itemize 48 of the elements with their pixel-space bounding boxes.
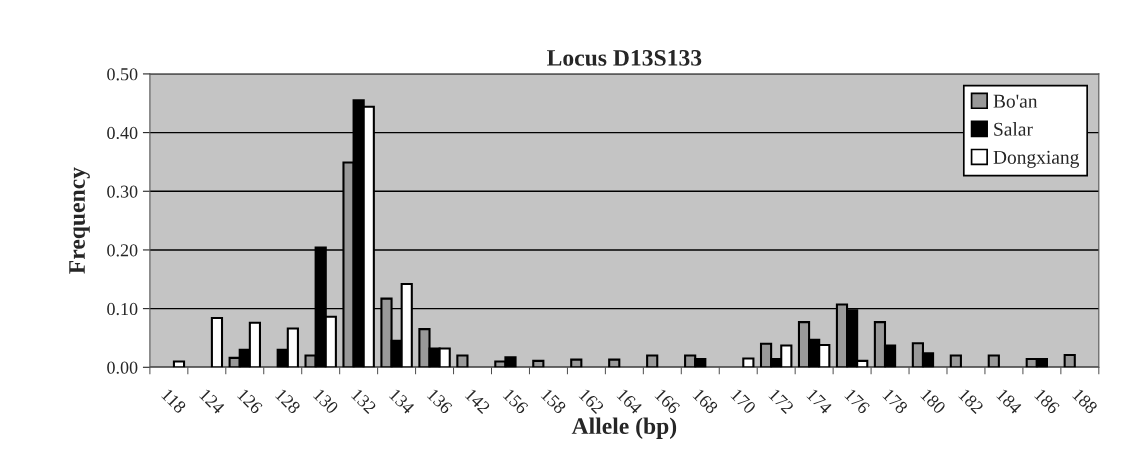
- y-tick-label: 0.50: [107, 68, 138, 81]
- y-axis-title: Frequency: [69, 167, 90, 274]
- bar: [646, 354, 659, 368]
- legend-label: Salar: [994, 122, 1033, 136]
- legend-label: Bo'an: [993, 94, 1038, 108]
- x-tick-label: 128: [274, 388, 302, 415]
- x-tick-label: 126: [236, 388, 264, 415]
- bar: [1063, 353, 1076, 368]
- x-tick-label: 142: [464, 388, 491, 415]
- x-tick-label: 188: [1071, 388, 1099, 415]
- bar: [532, 359, 545, 368]
- y-tick-label: 0.00: [107, 361, 138, 374]
- bar: [949, 354, 962, 368]
- x-tick-label: 166: [654, 388, 681, 415]
- x-tick-label: 130: [312, 388, 339, 415]
- x-tick-label: 124: [199, 388, 226, 415]
- bar: [608, 358, 621, 368]
- x-tick-label: 184: [996, 388, 1023, 415]
- x-tick-label: 158: [540, 388, 567, 415]
- bar: [210, 316, 224, 368]
- x-tick-label: 164: [616, 388, 643, 415]
- x-tick-label: 162: [578, 388, 605, 415]
- x-tick-label: 174: [806, 388, 833, 415]
- bar: [570, 358, 583, 368]
- x-tick-label: 180: [920, 388, 947, 415]
- bar: [172, 360, 186, 368]
- y-tick-label: 0.10: [107, 302, 138, 316]
- x-tick-label: 176: [844, 388, 871, 415]
- x-tick-label: 186: [1034, 388, 1061, 415]
- x-tick-label: 178: [882, 388, 909, 415]
- chart-title: Locus D13S133: [547, 49, 702, 66]
- x-tick-label: 172: [768, 388, 795, 415]
- x-tick-label: 182: [958, 388, 985, 415]
- x-tick-label: 118: [161, 388, 187, 414]
- legend-label: Dongxiang: [993, 150, 1080, 168]
- x-tick-label: 134: [388, 388, 416, 415]
- x-tick-label: 170: [730, 388, 757, 415]
- x-tick-label: 156: [502, 388, 529, 415]
- x-tick-label: 136: [426, 388, 453, 415]
- bar: [456, 354, 469, 368]
- bar: [742, 357, 755, 368]
- y-tick-label: 0.40: [107, 126, 138, 140]
- x-tick-label: 132: [350, 388, 377, 415]
- y-tick-label: 0.30: [107, 185, 138, 198]
- x-tick-label: 168: [692, 388, 719, 415]
- x-axis-title: Allele (bp): [571, 417, 677, 439]
- bar: [987, 354, 1000, 368]
- y-tick-label: 0.20: [107, 244, 138, 257]
